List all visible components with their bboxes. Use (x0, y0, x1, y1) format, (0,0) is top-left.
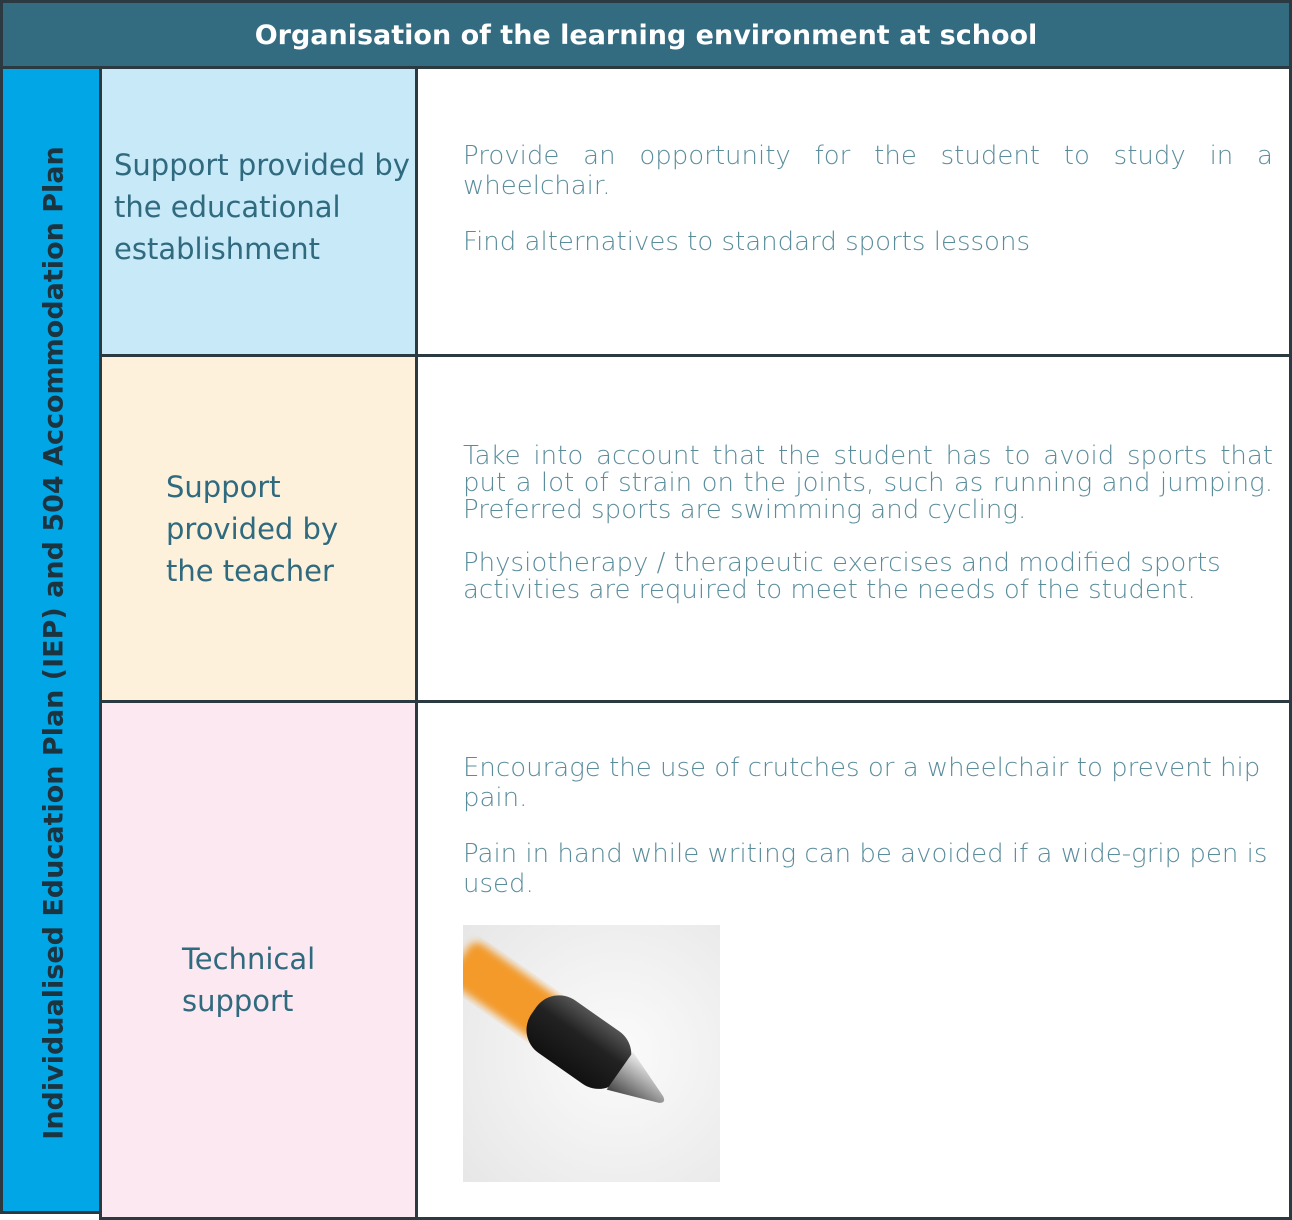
row-content-cell: Provide an opportunity for the student t… (415, 66, 1292, 357)
paragraph: Encourage the use of crutches or a wheel… (463, 753, 1261, 813)
row-label-cell: Technical support (99, 700, 418, 1220)
row-content-cell: Encourage the use of crutches or a wheel… (415, 700, 1292, 1220)
row-label: Support provided by the teacher (166, 469, 339, 588)
paragraph: Provide an opportunity for the student t… (463, 141, 1273, 201)
paragraph: Find alternatives to standard sports les… (463, 227, 1030, 257)
paragraph: Take into account that the student has t… (463, 441, 1273, 525)
row-label: Technical support (182, 942, 316, 1018)
row-label: Support provided by the educational esta… (114, 147, 410, 266)
side-column: Individualised Education Plan (IEP) and … (0, 66, 102, 1214)
paragraph: Physiotherapy / therapeutic exercises an… (463, 548, 1221, 605)
row-label-cell: Support provided by the teacher (99, 354, 418, 703)
side-label: Individualised Education Plan (IEP) and … (38, 146, 70, 1140)
paragraph: Pain in hand while writing can be avoide… (463, 839, 1268, 899)
table-header: Organisation of the learning environment… (0, 0, 1292, 68)
row-content-cell: Take into account that the student has t… (415, 354, 1292, 703)
row-label-cell: Support provided by the educational esta… (99, 66, 418, 357)
pen-image (463, 925, 720, 1182)
header-title: Organisation of the learning environment… (254, 20, 1038, 51)
